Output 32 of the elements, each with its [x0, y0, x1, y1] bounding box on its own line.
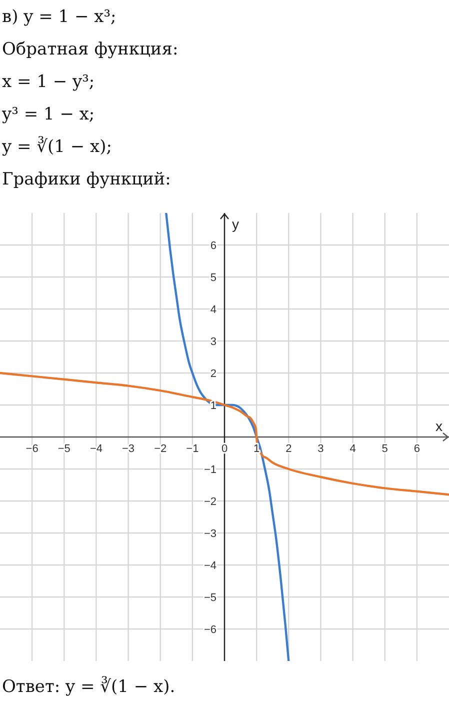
- y-tick-label: −6: [204, 624, 216, 636]
- x-tick-label: 3: [318, 443, 324, 455]
- y-tick-label: −1: [204, 464, 216, 476]
- x-tick-label: −2: [154, 443, 167, 455]
- x-tick-label: −3: [122, 443, 135, 455]
- text: Обратная функция:: [2, 40, 178, 60]
- y-tick-label: −2: [204, 496, 216, 508]
- x-tick-label: 4: [350, 443, 356, 455]
- line-series: [165, 213, 290, 661]
- text: в) y = 1 − x³;: [2, 7, 116, 27]
- y-tick-label: −3: [204, 528, 216, 540]
- x-tick-label: −6: [26, 443, 38, 455]
- text: Графики функций:: [2, 170, 171, 190]
- y-tick-label: 6: [210, 240, 216, 252]
- y-tick-label: 2: [210, 368, 216, 380]
- x-tick-label: 2: [286, 443, 292, 455]
- x-tick-label: 6: [414, 443, 420, 455]
- text: y³ = 1 − x;: [1, 104, 95, 124]
- x-tick-label: −1: [186, 443, 199, 455]
- y-tick-label: 4: [210, 304, 216, 316]
- x-axis-title: x: [436, 418, 442, 434]
- y-tick-label: 3: [210, 336, 216, 348]
- x-tick-label: −4: [90, 443, 102, 455]
- y-tick-label: 5: [210, 272, 216, 284]
- y-tick-label: −5: [204, 592, 216, 604]
- text: Ответ: y = ∛(1 − x).: [2, 676, 176, 697]
- x-tick-label: −5: [58, 443, 70, 455]
- x-tick-label: 5: [382, 443, 388, 455]
- text: y = ∛(1 − x);: [1, 136, 112, 157]
- text: x = 1 − y³;: [2, 72, 95, 92]
- y-tick-label: −4: [204, 560, 216, 572]
- y-axis-title: y: [232, 216, 239, 232]
